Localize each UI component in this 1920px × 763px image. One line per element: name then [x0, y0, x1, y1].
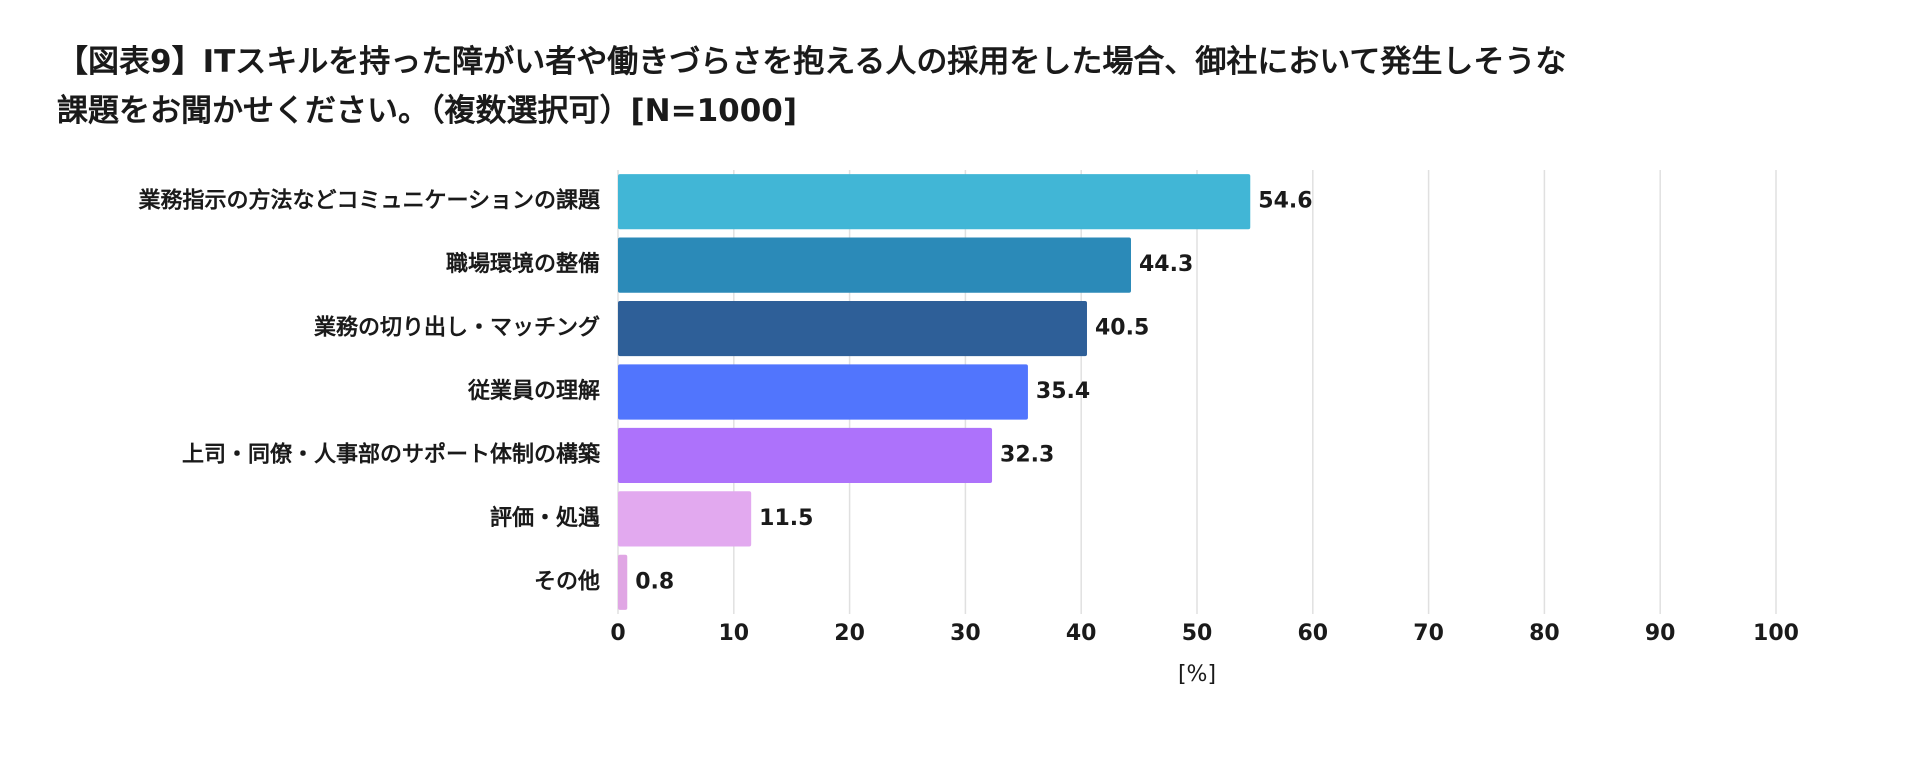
y-tick-label: 従業員の理解	[467, 378, 600, 404]
x-axis-label: [%]	[1178, 662, 1216, 687]
x-tick-label: 90	[1645, 621, 1676, 646]
x-tick-label: 100	[1753, 621, 1799, 646]
value-label: 44.3	[1139, 252, 1193, 277]
x-tick-label: 0	[610, 621, 625, 646]
x-tick-label: 70	[1413, 621, 1444, 646]
bar	[618, 427, 993, 484]
x-tick-label: 20	[834, 621, 865, 646]
chart-title: 課題をお聞かせください。（複数選択可）[N=1000]	[57, 93, 797, 129]
x-tick-label: 10	[718, 621, 749, 646]
bar	[618, 300, 1087, 357]
bar	[618, 237, 1131, 293]
value-label: 32.3	[1000, 442, 1054, 467]
y-tick-label: 業務の切り出し・マッチング	[314, 315, 600, 341]
bar	[618, 174, 1251, 230]
bar	[618, 554, 628, 610]
x-tick-label: 30	[950, 621, 981, 646]
y-tick-label: 評価・処遇	[490, 505, 600, 531]
chart-title: 【図表9】ITスキルを持った障がい者や働きづらさを抱える人の採用をした場合、御社…	[57, 44, 1566, 80]
value-label: 0.8	[635, 569, 674, 594]
x-tick-label: 40	[1066, 621, 1097, 646]
y-tick-label: その他	[534, 569, 600, 594]
x-tick-label: 50	[1182, 621, 1213, 646]
value-label: 35.4	[1036, 379, 1090, 404]
y-tick-label: 業務指示の方法などコミュニケーションの課題	[138, 188, 601, 214]
x-tick-label: 60	[1297, 621, 1328, 646]
value-label: 54.6	[1258, 189, 1312, 214]
bar	[618, 364, 1028, 420]
y-tick-label: 上司・同僚・人事部のサポート体制の構築	[182, 441, 601, 467]
x-tick-label: 80	[1529, 621, 1560, 646]
y-tick-label: 職場環境の整備	[446, 251, 600, 277]
value-label: 40.5	[1095, 316, 1149, 341]
bar	[618, 491, 752, 547]
value-label: 11.5	[759, 506, 813, 531]
